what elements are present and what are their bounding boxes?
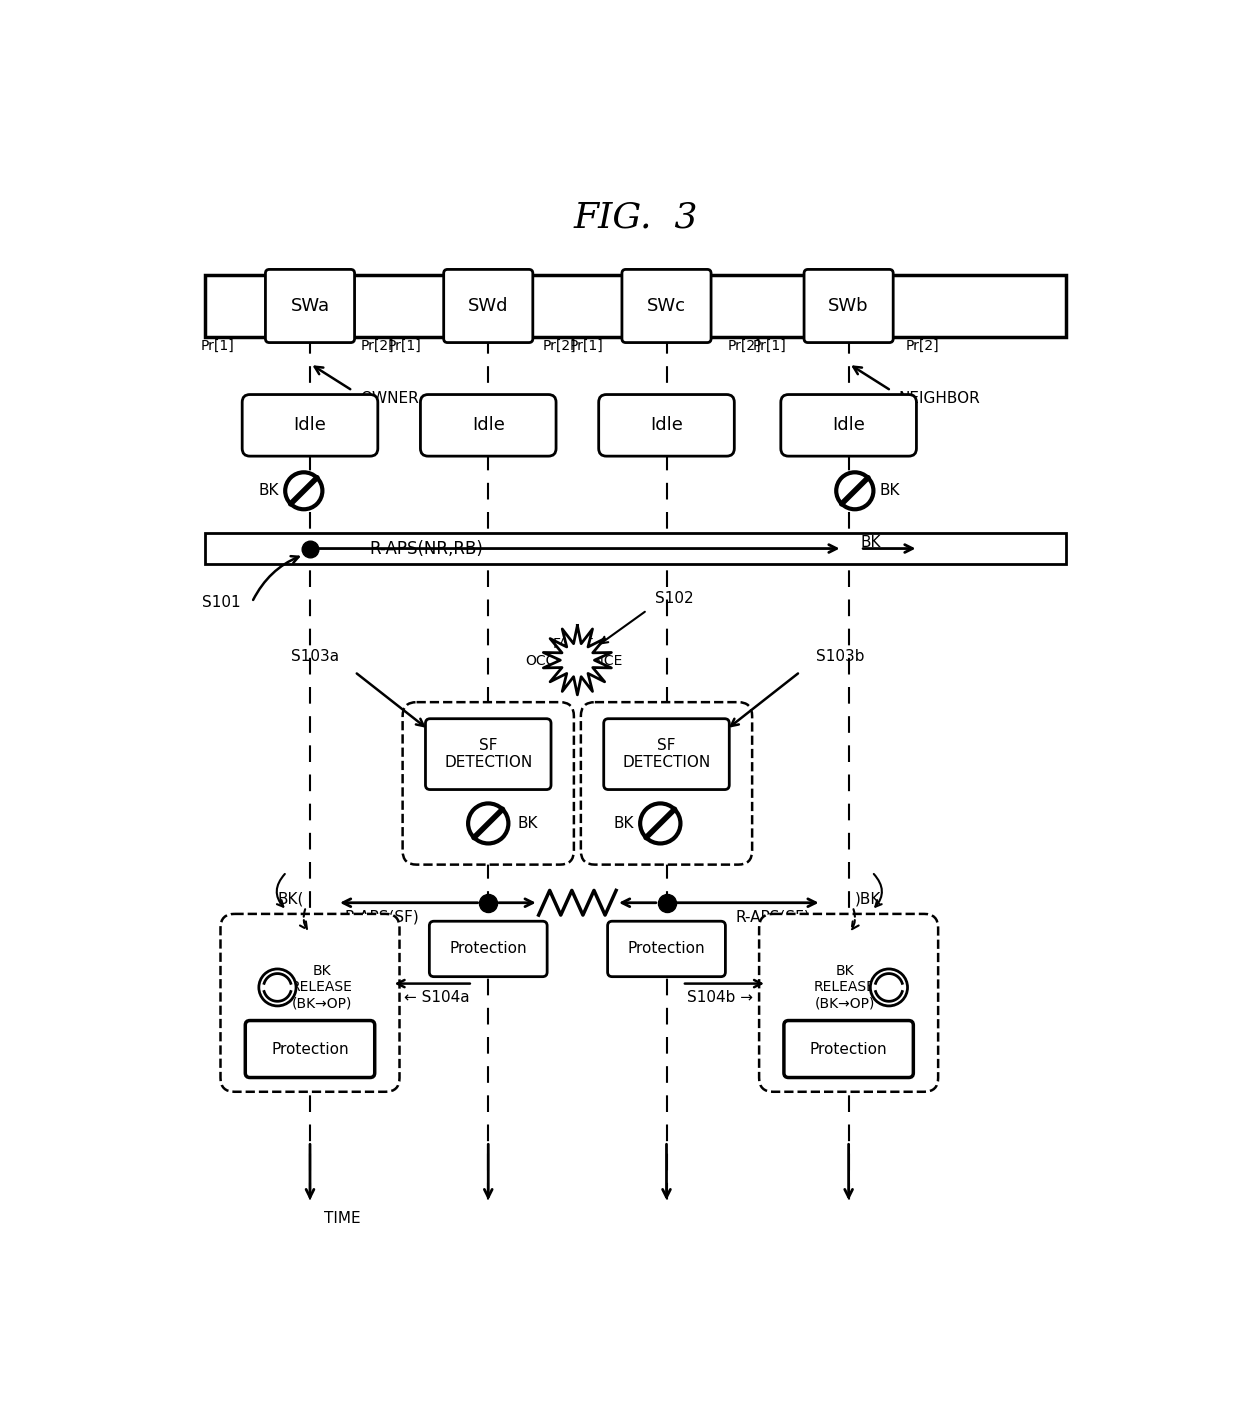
Circle shape (469, 803, 508, 843)
Text: S103b: S103b (816, 649, 864, 664)
Circle shape (285, 472, 322, 509)
FancyBboxPatch shape (429, 922, 547, 976)
FancyBboxPatch shape (444, 270, 533, 342)
FancyBboxPatch shape (781, 394, 916, 457)
FancyBboxPatch shape (804, 270, 893, 342)
Text: S103a: S103a (291, 649, 339, 664)
Text: BK
RELEASE
(BK→OP): BK RELEASE (BK→OP) (290, 965, 352, 1010)
Text: R-APS(SF): R-APS(SF) (345, 909, 419, 925)
Text: Pr[1]: Pr[1] (753, 340, 786, 352)
Text: FIG.  3: FIG. 3 (573, 200, 698, 234)
Text: BK: BK (518, 816, 538, 831)
Text: Pr[1]: Pr[1] (388, 340, 422, 352)
FancyBboxPatch shape (604, 719, 729, 789)
Text: BK: BK (879, 484, 900, 498)
Text: Protection: Protection (627, 942, 706, 956)
Text: TIME: TIME (324, 1212, 361, 1226)
Text: OWNER: OWNER (361, 391, 419, 405)
Text: Pr[2]: Pr[2] (905, 340, 939, 352)
Circle shape (640, 803, 681, 843)
FancyBboxPatch shape (759, 913, 939, 1092)
Polygon shape (543, 625, 611, 695)
Text: BK: BK (861, 535, 880, 549)
Text: Protection: Protection (810, 1042, 888, 1056)
Text: Idle: Idle (832, 417, 866, 434)
Text: Protection: Protection (449, 942, 527, 956)
FancyBboxPatch shape (221, 913, 399, 1092)
Text: SF
DETECTION: SF DETECTION (622, 738, 711, 771)
FancyBboxPatch shape (784, 1020, 914, 1077)
Text: Pr[2]: Pr[2] (361, 340, 394, 352)
FancyBboxPatch shape (265, 270, 355, 342)
Text: NEIGHBOR: NEIGHBOR (899, 391, 981, 405)
Text: Idle: Idle (294, 417, 326, 434)
Text: Pr[1]: Pr[1] (200, 340, 234, 352)
Text: ← S104a: ← S104a (404, 990, 470, 1005)
Text: Pr[2]: Pr[2] (727, 340, 761, 352)
Bar (206, 275, 1065, 337)
Text: SWc: SWc (647, 297, 686, 315)
FancyBboxPatch shape (608, 922, 725, 976)
Text: Protection: Protection (272, 1042, 348, 1056)
Text: BK: BK (614, 816, 634, 831)
Text: SF
DETECTION: SF DETECTION (444, 738, 532, 771)
FancyBboxPatch shape (420, 394, 556, 457)
Text: )BK: )BK (854, 892, 882, 906)
Text: S104b →: S104b → (687, 990, 753, 1005)
Bar (206, 534, 1065, 564)
Text: Pr[1]: Pr[1] (570, 340, 604, 352)
Text: Idle: Idle (650, 417, 683, 434)
FancyBboxPatch shape (403, 702, 574, 865)
Text: FAULT
OCCURRENCE: FAULT OCCURRENCE (525, 638, 622, 668)
FancyBboxPatch shape (580, 702, 753, 865)
Text: BK(: BK( (278, 892, 304, 906)
Text: S102: S102 (655, 591, 693, 606)
Text: SWd: SWd (467, 297, 508, 315)
Circle shape (836, 472, 873, 509)
Text: R-APS(SF): R-APS(SF) (735, 909, 810, 925)
FancyBboxPatch shape (599, 394, 734, 457)
Text: S101: S101 (202, 595, 241, 609)
Text: BK
RELEASE
(BK→OP): BK RELEASE (BK→OP) (813, 965, 875, 1010)
Text: Idle: Idle (471, 417, 505, 434)
Circle shape (259, 969, 296, 1006)
FancyBboxPatch shape (425, 719, 551, 789)
Text: SWb: SWb (828, 297, 869, 315)
Text: Pr[2]: Pr[2] (543, 340, 577, 352)
Circle shape (870, 969, 908, 1006)
FancyBboxPatch shape (622, 270, 711, 342)
Text: R-APS(NR,RB): R-APS(NR,RB) (370, 539, 484, 558)
Text: BK: BK (258, 484, 279, 498)
FancyBboxPatch shape (246, 1020, 374, 1077)
FancyBboxPatch shape (242, 394, 378, 457)
Text: SWa: SWa (290, 297, 330, 315)
